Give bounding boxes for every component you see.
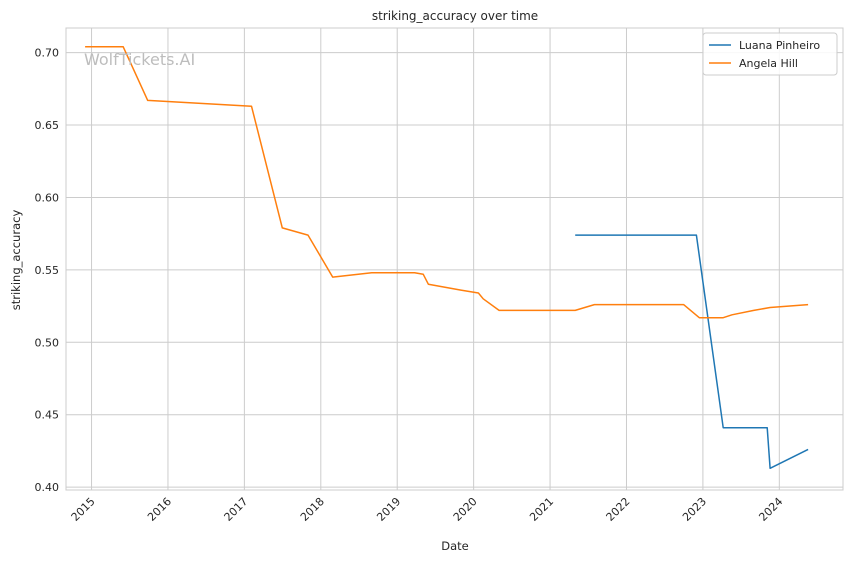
y-tick-label: 0.40 (35, 481, 60, 494)
grid (66, 28, 843, 490)
x-tick-label: 2022 (604, 495, 633, 524)
plot-area (65, 27, 844, 491)
y-tick-label: 0.50 (35, 336, 60, 349)
legend-entry: Angela Hill (739, 57, 798, 70)
chart-title: striking_accuracy over time (372, 9, 538, 23)
x-tick-label: 2015 (69, 495, 98, 524)
x-tick-label: 2024 (756, 495, 785, 524)
legend: Luana Pinheiro Angela Hill (702, 32, 838, 76)
x-tick-label: 2018 (298, 495, 327, 524)
x-tick-label: 2023 (680, 495, 709, 524)
series-line-1 (575, 234, 809, 470)
x-axis-label: Date (441, 539, 469, 553)
x-tick-label: 2021 (527, 495, 556, 524)
series-layer (85, 46, 809, 470)
y-tick-label: 0.60 (35, 191, 60, 204)
legend-entry: Luana Pinheiro (739, 39, 820, 52)
y-tick-label: 0.70 (35, 47, 60, 60)
x-tick-label: 2017 (222, 495, 251, 524)
plot-frame (65, 27, 844, 491)
watermark: WolfTickets.AI (84, 50, 195, 69)
y-tick-label: 0.45 (35, 409, 60, 422)
x-tick-label: 2020 (451, 495, 480, 524)
y-tick-label: 0.65 (35, 119, 60, 132)
y-axis-label: striking_accuracy (9, 210, 23, 311)
legend-box (702, 32, 838, 76)
y-tick-label: 0.55 (35, 264, 60, 277)
x-tick-label: 2019 (374, 495, 403, 524)
series-line-2 (85, 46, 809, 319)
x-tick-label: 2016 (145, 495, 174, 524)
